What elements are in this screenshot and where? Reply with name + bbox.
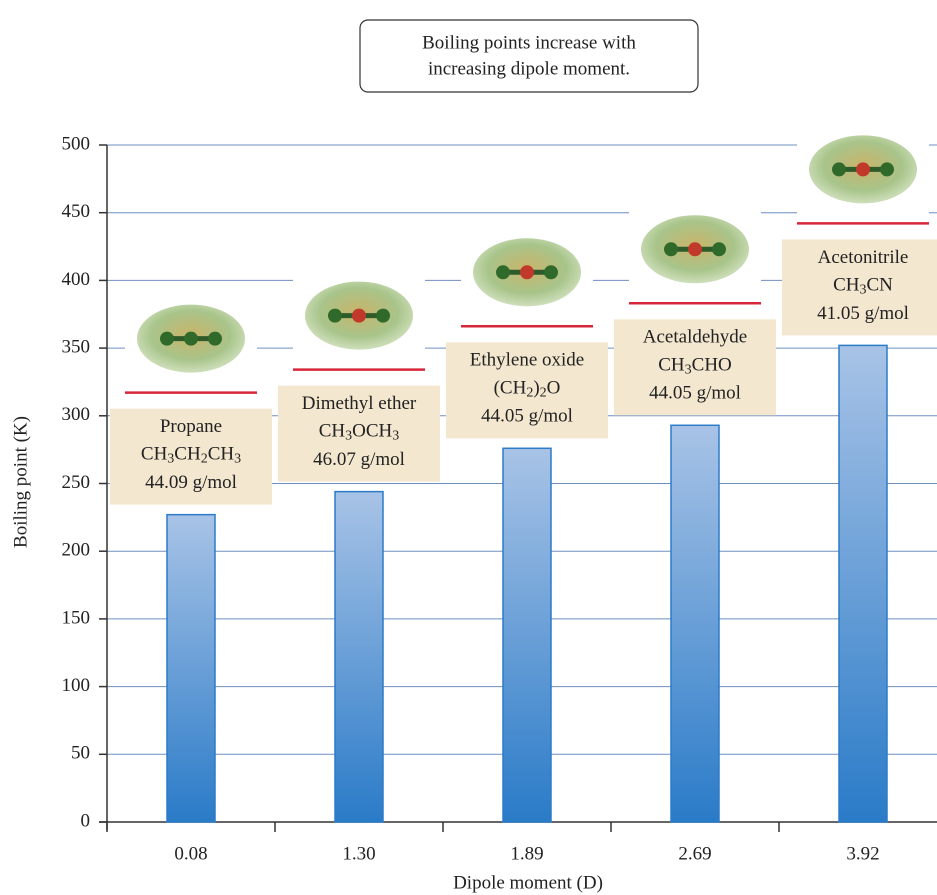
molecule-atom [520, 265, 534, 280]
x-tick-label: 1.30 [342, 843, 375, 864]
y-tick-label: 100 [62, 675, 91, 696]
y-tick-label: 300 [62, 404, 91, 425]
molecule-name: Dimethyl ether [302, 393, 417, 414]
x-axis-title: Dipole moment (D) [453, 872, 603, 893]
molecule-atom [856, 162, 870, 177]
y-tick-label: 450 [62, 201, 91, 222]
y-tick-label: 0 [81, 810, 91, 831]
molecule-atom [832, 162, 846, 177]
y-tick-label: 200 [62, 540, 91, 561]
molecule-atom [664, 242, 678, 257]
bar [670, 424, 720, 823]
molecule-name: Acetonitrile [818, 247, 909, 268]
y-axis-title: Boiling point (K) [10, 416, 31, 548]
x-tick-label: 1.89 [510, 843, 543, 864]
y-tick-label: 250 [62, 472, 91, 493]
molecule-atom [712, 242, 726, 257]
bar [838, 344, 888, 823]
molecule-mass: 46.07 g/mol [313, 449, 405, 470]
molecule-atom [880, 162, 894, 177]
annotation: Boiling points increase with [422, 32, 636, 53]
molecule-atom [184, 331, 198, 346]
x-tick-label: 3.92 [846, 843, 879, 864]
y-tick-label: 500 [62, 133, 91, 154]
molecule-name: Ethylene oxide [470, 350, 585, 371]
molecule-formula: CH3OCH3 [319, 421, 400, 443]
label-box [110, 408, 272, 505]
molecule-atom [328, 308, 342, 323]
y-tick-label: 350 [62, 336, 91, 357]
bar [334, 490, 384, 823]
molecule-mass: 44.09 g/mol [145, 472, 237, 493]
bar [166, 513, 216, 823]
x-tick-label: 2.69 [678, 843, 711, 864]
molecule-atom [376, 308, 390, 323]
molecule-atom [352, 308, 366, 323]
molecule-mass: 41.05 g/mol [817, 303, 909, 324]
molecule-atom [208, 331, 222, 346]
molecule-formula: CH3CH2CH3 [141, 444, 241, 466]
label-box [782, 239, 937, 336]
molecule-mass: 44.05 g/mol [481, 406, 573, 427]
molecule-formula: (CH2)2O [494, 378, 561, 400]
x-tick-label: 0.08 [174, 843, 207, 864]
molecule-formula: CH3CHO [658, 355, 732, 377]
annotation-box [359, 19, 699, 93]
molecule-name: Propane [160, 416, 222, 437]
label-box [278, 385, 440, 482]
molecule-atom [688, 242, 702, 257]
molecule-formula: CH3CN [833, 275, 893, 297]
y-tick-label: 50 [71, 743, 90, 764]
annotation: increasing dipole moment. [428, 58, 630, 79]
molecule-mass: 44.05 g/mol [649, 383, 741, 404]
molecule-atom [496, 265, 510, 280]
bar [502, 447, 552, 823]
y-tick-label: 400 [62, 269, 91, 290]
molecule-atom [544, 265, 558, 280]
label-box [446, 342, 608, 439]
molecule-name: Acetaldehyde [643, 327, 747, 348]
molecule-atom [160, 331, 174, 346]
label-box [614, 319, 776, 416]
y-tick-label: 150 [62, 607, 91, 628]
